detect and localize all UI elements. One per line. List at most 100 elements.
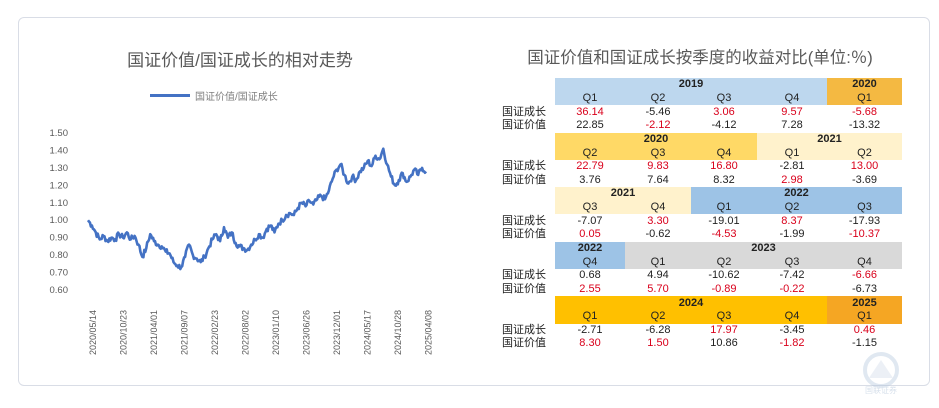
- return-cell: 0.68: [579, 269, 601, 282]
- quarter-header: Q4: [757, 309, 827, 324]
- blank-cell: [500, 146, 555, 160]
- returns-row-growth: 国证成长 22.79 9.83 16.80 -2.81 13.00: [500, 160, 902, 174]
- x-tick-label: 2023/01/10: [271, 310, 281, 355]
- return-cell: -17.93: [848, 214, 881, 227]
- return-cell: -7.42: [779, 269, 805, 282]
- return-cell: 7.28: [781, 119, 803, 132]
- row-label: 国证价值: [502, 173, 546, 186]
- quarter-row: Q1 Q2 Q3 Q4 Q1: [500, 91, 902, 106]
- return-cell: -6.28: [645, 323, 671, 336]
- return-cell: -19.01: [708, 214, 740, 227]
- year-header: 2022: [555, 241, 625, 256]
- return-cell: -0.89: [711, 282, 737, 295]
- blank-cell: [500, 92, 555, 106]
- return-cell: 36.14: [576, 105, 604, 118]
- year-header: 2025: [827, 296, 902, 310]
- return-cell: -7.07: [577, 214, 603, 227]
- return-cell: 3.30: [647, 214, 669, 227]
- row-label: 国证成长: [502, 269, 546, 282]
- return-cell: -2.81: [779, 160, 805, 173]
- quarterly-returns-table: 2019 2020 Q1 Q2 Q3 Q4 Q1 国证成长 36.14 -5.46 3.06 9.57…: [500, 78, 902, 351]
- quarter-row: Q1 Q2 Q3 Q4 Q1: [500, 309, 902, 324]
- year-header: 2021: [555, 187, 691, 201]
- row-label: 国证价值: [502, 119, 546, 132]
- year-row: 2019 2020: [500, 78, 902, 92]
- row-label: 国证价值: [502, 282, 546, 295]
- legend-swatch: [150, 94, 190, 97]
- x-tick-label: 2020/05/14: [88, 310, 98, 355]
- return-cell: 0.05: [579, 228, 601, 241]
- watermark-text: 国联证券: [865, 386, 897, 395]
- blank-cell: [500, 78, 555, 92]
- year-header: 2019: [555, 78, 827, 92]
- quarter-header: Q1: [827, 309, 902, 324]
- return-cell: 0.46: [853, 323, 876, 336]
- year-header: 2024: [555, 296, 827, 310]
- x-tick-label: 2023/12/01: [332, 310, 342, 355]
- return-cell: 3.06: [713, 105, 735, 118]
- return-cell: -13.32: [848, 119, 881, 132]
- row-label: 国证价值: [502, 337, 546, 350]
- row-label: 国证成长: [502, 214, 546, 227]
- return-cell: -4.53: [711, 228, 737, 241]
- return-cell: -3.69: [851, 173, 878, 186]
- quarter-header: Q1: [555, 309, 625, 324]
- x-tick-label: 2022/02/23: [210, 310, 220, 355]
- return-cell: 22.85: [576, 119, 604, 132]
- quarter-header: Q2: [625, 91, 691, 106]
- year-header: 2021: [757, 132, 902, 147]
- quarter-header: Q1: [757, 146, 827, 160]
- quarter-header: Q4: [691, 146, 757, 160]
- returns-row-growth: 国证成长 -7.07 3.30 -19.01 8.37 -17.93: [500, 214, 902, 228]
- return-cell: -1.82: [779, 337, 805, 350]
- x-tick-label: 2020/10/23: [119, 310, 129, 355]
- return-cell: -6.73: [851, 282, 878, 295]
- quarter-header: Q1: [691, 200, 757, 215]
- quarter-row: Q3 Q4 Q1 Q2 Q3: [500, 200, 902, 215]
- year-row: 2022 2023: [500, 241, 902, 256]
- year-header: 2020: [555, 132, 757, 147]
- blank-cell: [500, 201, 555, 215]
- quarter-header: Q3: [827, 200, 902, 215]
- y-tick-label: 1.10: [50, 198, 69, 209]
- return-cell: -10.37: [848, 228, 881, 241]
- return-cell: 13.00: [850, 160, 879, 173]
- quarter-header: Q3: [757, 255, 827, 269]
- return-cell: -4.12: [711, 119, 737, 132]
- year-header: 2023: [625, 241, 902, 256]
- quarter-row: Q4 Q1 Q2 Q3 Q4: [500, 255, 902, 269]
- y-tick-label: 0.80: [50, 250, 69, 261]
- chart-title: 国证价值/国证成长的相对走势: [127, 51, 353, 70]
- year-row: 2021 2022: [500, 187, 902, 201]
- x-tick-label: 2023/06/26: [302, 310, 312, 355]
- quarter-header: Q1: [625, 255, 691, 269]
- returns-row-growth: 国证成长 0.68 4.94 -10.62 -7.42 -6.66: [500, 269, 902, 283]
- return-cell: 8.30: [579, 337, 601, 350]
- quarter-header: Q2: [691, 255, 757, 269]
- quarter-header: Q4: [625, 200, 691, 215]
- y-tick-label: 1.20: [50, 180, 69, 191]
- return-cell: -5.68: [851, 105, 878, 118]
- return-cell: 2.55: [579, 282, 601, 295]
- blank-cell: [500, 296, 555, 310]
- quarter-header: Q2: [625, 309, 691, 324]
- y-tick-label: 0.70: [50, 268, 69, 279]
- returns-row-value: 国证价值 22.85 -2.12 -4.12 7.28 -13.32: [500, 119, 902, 133]
- y-tick-label: 1.30: [50, 163, 69, 174]
- quarter-header: Q3: [691, 91, 757, 106]
- quarter-header: Q1: [555, 91, 625, 106]
- blank-cell: [500, 133, 555, 147]
- blank-cell: [500, 242, 555, 256]
- quarter-header: Q1: [827, 91, 902, 106]
- returns-row-value: 国证价值 8.30 1.50 10.86 -1.82 -1.15: [500, 337, 902, 351]
- return-cell: 8.37: [781, 214, 803, 227]
- return-cell: 9.83: [647, 160, 669, 173]
- return-cell: -5.46: [645, 105, 671, 118]
- quarter-header: Q4: [827, 255, 902, 269]
- return-cell: -0.62: [645, 228, 671, 241]
- quarter-row: Q2 Q3 Q4 Q1 Q2: [500, 146, 902, 160]
- row-label: 国证成长: [502, 105, 546, 118]
- return-cell: -1.15: [851, 337, 878, 350]
- x-tick-label: 2024/10/28: [393, 310, 403, 355]
- x-tick-label: 2025/04/08: [424, 310, 434, 355]
